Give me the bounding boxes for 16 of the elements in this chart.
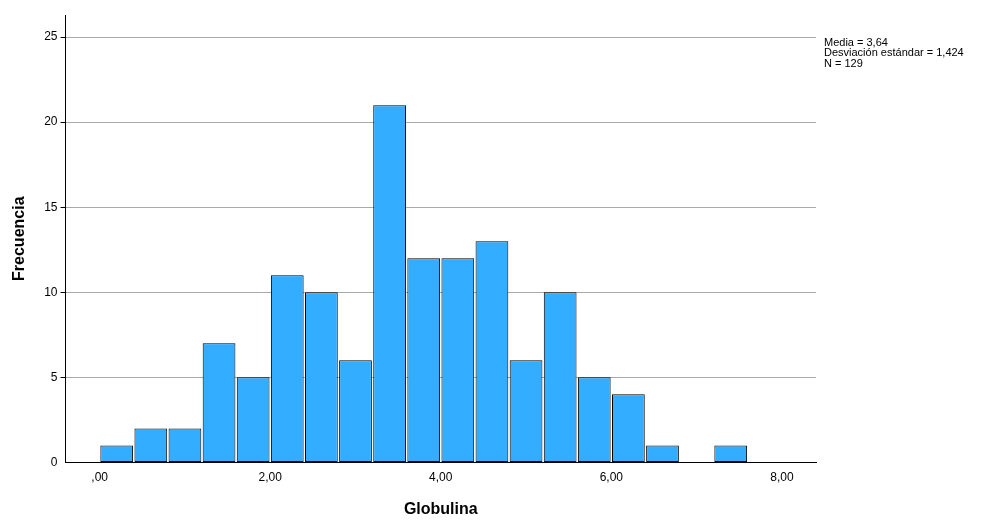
text: Desviación estándar = 1,424 xyxy=(824,46,964,59)
y-axis-title: Frecuencia xyxy=(10,196,28,281)
text: N = 129 xyxy=(824,56,863,69)
x-tick-label: 2,00 xyxy=(258,469,283,484)
y-tick-label: 10 xyxy=(44,284,58,299)
y-tick-label: 5 xyxy=(50,369,58,384)
x-tick-label: 8,00 xyxy=(770,469,794,484)
x-tick-label: 4,00 xyxy=(429,469,453,484)
y-tick-label: 15 xyxy=(44,199,58,214)
text: Media = 3,64 xyxy=(824,35,888,48)
x-tick-label: ,00 xyxy=(91,469,109,484)
y-tick-label: 20 xyxy=(44,114,58,129)
y-tick-label: 0 xyxy=(50,454,58,469)
y-tick-label: 25 xyxy=(44,29,58,44)
x-axis-title: Globulina xyxy=(403,499,478,517)
x-tick-label: 6,00 xyxy=(599,469,624,484)
